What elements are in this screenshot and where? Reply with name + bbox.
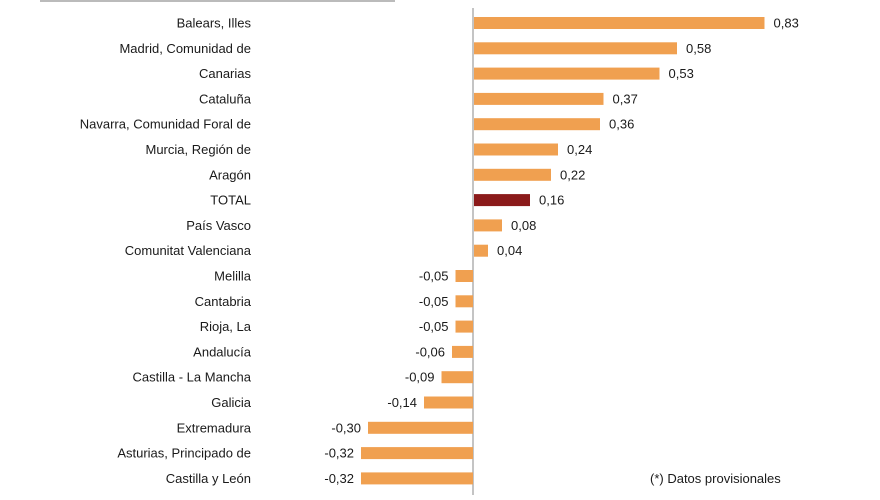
bar xyxy=(455,270,473,282)
value-label: -0,32 xyxy=(324,446,354,461)
value-label: 0,58 xyxy=(686,41,711,56)
value-label: -0,30 xyxy=(331,420,361,435)
bar xyxy=(474,92,604,105)
value-label: -0,09 xyxy=(405,370,435,385)
category-label: Extremadura xyxy=(177,420,252,435)
bar-total xyxy=(474,194,530,207)
bar xyxy=(474,17,765,29)
value-label: 0,83 xyxy=(774,16,799,31)
value-label: 0,16 xyxy=(539,193,564,208)
category-label: Rioja, La xyxy=(200,319,252,334)
value-label: -0,14 xyxy=(387,395,417,410)
bar xyxy=(361,447,473,460)
value-label: -0,06 xyxy=(415,344,445,359)
bar xyxy=(455,320,473,333)
value-label: 0,22 xyxy=(560,167,585,182)
category-label: Balears, Illes xyxy=(177,16,252,31)
value-label: 0,04 xyxy=(497,243,522,258)
category-label: Castilla - La Mancha xyxy=(133,370,252,385)
category-label: Andalucía xyxy=(193,344,252,359)
category-label: Asturias, Principado de xyxy=(117,446,251,461)
footnote: (*) Datos provisionales xyxy=(650,471,781,486)
category-label: Madrid, Comunidad de xyxy=(119,41,251,56)
category-label: Cantabria xyxy=(195,294,252,309)
category-label: Galicia xyxy=(211,395,252,410)
category-label: Murcia, Región de xyxy=(146,142,252,157)
category-label: TOTAL xyxy=(210,193,251,208)
bar xyxy=(474,168,551,181)
category-label: Aragón xyxy=(209,167,251,182)
bar xyxy=(424,396,473,409)
category-label: Navarra, Comunidad Foral de xyxy=(80,117,251,132)
value-label: 0,53 xyxy=(669,66,694,81)
bar xyxy=(474,244,488,257)
value-label: -0,05 xyxy=(419,319,449,334)
bar xyxy=(474,67,660,80)
bar xyxy=(368,421,473,434)
category-label: Canarias xyxy=(199,66,252,81)
bar xyxy=(441,371,473,384)
bar xyxy=(474,118,600,131)
category-label: País Vasco xyxy=(186,218,251,233)
bar xyxy=(474,219,502,232)
bar xyxy=(455,295,473,308)
value-label: -0,05 xyxy=(419,294,449,309)
value-label: -0,32 xyxy=(324,471,354,486)
category-label: Cataluña xyxy=(199,91,252,106)
value-label: 0,24 xyxy=(567,142,592,157)
bar xyxy=(474,42,677,55)
value-label: -0,05 xyxy=(419,269,449,284)
value-label: 0,37 xyxy=(613,91,638,106)
value-label: 0,36 xyxy=(609,117,634,132)
value-label: 0,08 xyxy=(511,218,536,233)
bar xyxy=(474,143,558,156)
bar xyxy=(452,345,473,358)
bar xyxy=(361,472,473,485)
category-label: Castilla y León xyxy=(166,471,251,486)
category-label: Comunitat Valenciana xyxy=(125,243,252,258)
category-label: Melilla xyxy=(214,269,252,284)
